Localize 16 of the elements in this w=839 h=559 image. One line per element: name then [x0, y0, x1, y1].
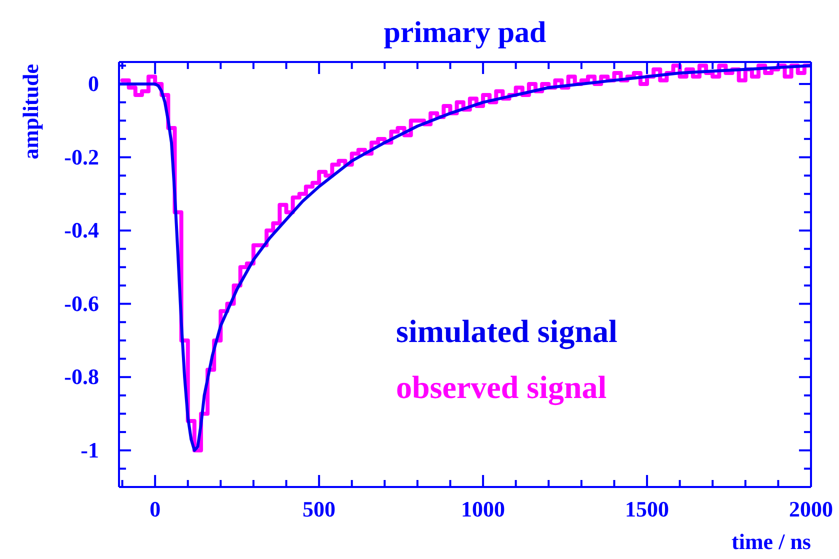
- chart-title: primary pad: [384, 16, 547, 49]
- x-tick-label: 0: [150, 496, 161, 522]
- x-tick-label: 500: [302, 496, 336, 522]
- y-tick-label: -0.8: [64, 364, 99, 390]
- y-tick-label: 0: [88, 71, 99, 96]
- x-tick-label: 1500: [625, 496, 670, 522]
- x-tick-label: 2000: [789, 496, 833, 522]
- y-tick-label: -0.2: [64, 144, 99, 170]
- text: simulated signal: [396, 313, 618, 350]
- text: observed signal: [396, 369, 607, 406]
- y-tick-label: -0.6: [64, 290, 99, 316]
- y-tick-label: -1: [80, 437, 99, 462]
- x-tick-label: 1000: [461, 496, 506, 522]
- y-tick-label: -0.4: [64, 218, 99, 243]
- x-axis-title: time / ns: [732, 529, 812, 554]
- y-axis-title: amplitude: [18, 64, 43, 160]
